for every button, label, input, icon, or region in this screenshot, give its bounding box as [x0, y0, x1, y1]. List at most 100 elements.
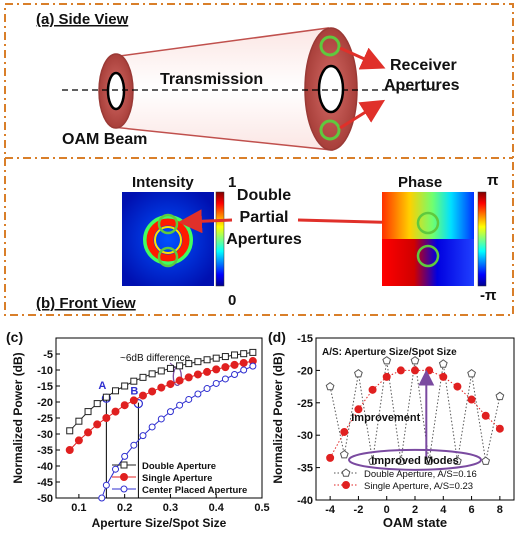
- chart-c-point: [120, 401, 129, 410]
- chart-d-point: [368, 456, 377, 465]
- chart-d-ytick-label: -30: [297, 430, 313, 442]
- chart-c-ytick-label: -20: [37, 397, 53, 409]
- chart-c-xtick-label: 0.5: [254, 502, 269, 514]
- chart-c-point: [84, 428, 93, 437]
- chart-c-point: [203, 367, 212, 376]
- chart-d-point: [495, 391, 505, 401]
- chart-c-ytick-label: -15: [37, 381, 53, 393]
- chart-c-point: [212, 379, 220, 387]
- chart-d-ytick-label: -40: [297, 495, 313, 507]
- chart-c-point: [139, 373, 147, 381]
- receiver-label-line1: Receiver: [390, 57, 457, 74]
- chart-c-point: [157, 415, 165, 423]
- chart-d-point: [396, 456, 406, 465]
- chart-d-xtick-label: 6: [469, 504, 475, 516]
- intensity-aperture-bottom: [157, 246, 179, 268]
- receiver-label-line2: Apertures: [384, 77, 460, 94]
- chart-d-point: [410, 356, 420, 365]
- chart-c-ytick-label: -35: [37, 445, 53, 457]
- chart-d-xtick-label: 4: [440, 504, 447, 516]
- intensity-colorbar: [215, 191, 225, 287]
- chart-c-point: [194, 358, 202, 366]
- chart-c-legend-marker: [120, 473, 128, 481]
- transmission-label: Transmission: [160, 71, 263, 88]
- chart-c-point: [121, 452, 129, 460]
- chart-c-point: [231, 370, 239, 378]
- chart-c-point: [166, 364, 174, 372]
- chart-d-point: [481, 456, 491, 465]
- chart-c-point: [157, 383, 166, 392]
- chart-c: (c) Normalized Power (dB) Aperture Size/…: [6, 329, 270, 530]
- chart-c-annotation: ~6dB difference: [120, 353, 191, 364]
- chart-c-ticks: 0.1 0.2 0.3 0.4 0.5 -5 -10 -15 -20 -25 -30 -35 -40 -4…: [37, 349, 270, 514]
- chart-d-point: [424, 456, 434, 465]
- chart-c-point: [138, 391, 147, 400]
- chart-c-point: [221, 353, 229, 361]
- chart-c-point: [74, 436, 83, 445]
- chart-c-point: [130, 377, 138, 385]
- chart-c-point: [212, 354, 220, 362]
- chart-c-point: [112, 387, 120, 395]
- chart-c-point: [194, 390, 202, 398]
- arrow-receiver-bottom: [339, 99, 386, 130]
- arrow-to-intensity: [178, 209, 233, 234]
- chart-d: (d) Normalized Power (dB) OAM state A/S:…: [268, 329, 515, 530]
- chart-d-xtick-label: -2: [354, 504, 364, 516]
- chart-c-point: [185, 395, 193, 403]
- chart-d-annotations: Improvement Improved Modes: [348, 369, 482, 471]
- chart-c-ytick-label: -10: [37, 365, 53, 377]
- chart-c-ytick-label: -50: [37, 493, 53, 505]
- chart-c-xtick-label: 0.4: [209, 502, 225, 514]
- chart-d-improvement-label: Improvement: [351, 412, 420, 424]
- center-label-line1: Double: [237, 187, 291, 204]
- chart-d-point: [326, 453, 335, 462]
- chart-d-ytick-label: -15: [297, 333, 313, 345]
- chart-c-point: [176, 401, 184, 409]
- chart-c-ytick-label: -25: [37, 413, 53, 425]
- chart-d-point: [425, 366, 434, 375]
- chart-c-point: [249, 348, 257, 356]
- chart-c-point: [175, 376, 184, 385]
- chart-c-point: [111, 407, 120, 416]
- chart-c-legend-marker: [120, 461, 128, 469]
- chart-c-point: [148, 370, 156, 378]
- chart-d-point: [453, 456, 462, 465]
- chart-d-xtick-label: 0: [384, 504, 390, 516]
- chart-c-series: [65, 348, 257, 502]
- chart-d-point: [481, 411, 490, 420]
- intensity-map: [122, 192, 214, 286]
- chart-d-ytick-label: -35: [297, 463, 313, 475]
- chart-d-point: [325, 381, 335, 391]
- chart-c-point: [102, 481, 110, 489]
- receiver-aperture-top: [319, 35, 341, 57]
- chart-d-point: [467, 395, 476, 404]
- chart-c-point: [239, 358, 248, 367]
- chart-d-series: [325, 356, 505, 465]
- center-label-line2: Partial: [240, 209, 289, 226]
- chart-c-point: [203, 356, 211, 364]
- chart-c-point: [176, 362, 184, 370]
- chart-d-point: [396, 366, 405, 375]
- chart-c-ytick-label: -40: [37, 461, 53, 473]
- chart-c-point: [129, 396, 138, 405]
- chart-d-point: [382, 356, 392, 365]
- chart-c-xtick-label: 0.2: [117, 502, 132, 514]
- chart-c-point: [66, 427, 74, 435]
- chart-c-point: [166, 408, 174, 416]
- chart-c-point: [84, 408, 92, 416]
- center-label-line3: Apertures: [226, 231, 302, 248]
- chart-c-point: [184, 373, 193, 382]
- chart-d-point: [382, 372, 391, 381]
- chart-d-point: [340, 427, 349, 436]
- chart-c-point: [121, 382, 129, 390]
- chart-c-point: [212, 365, 221, 374]
- chart-d-ylabel: Normalized Power (dB): [271, 352, 285, 483]
- chart-c-point: [240, 350, 248, 358]
- chart-c-point: [130, 441, 138, 449]
- chart-d-ticks: -4 -2 0 2 4 6 8-15-20-25-30-35-40: [297, 333, 503, 516]
- chart-c-point: [93, 400, 101, 408]
- oam-beam-core: [106, 71, 126, 111]
- chart-d-legend-marker: [341, 468, 351, 477]
- intensity-aperture-top: [157, 213, 179, 235]
